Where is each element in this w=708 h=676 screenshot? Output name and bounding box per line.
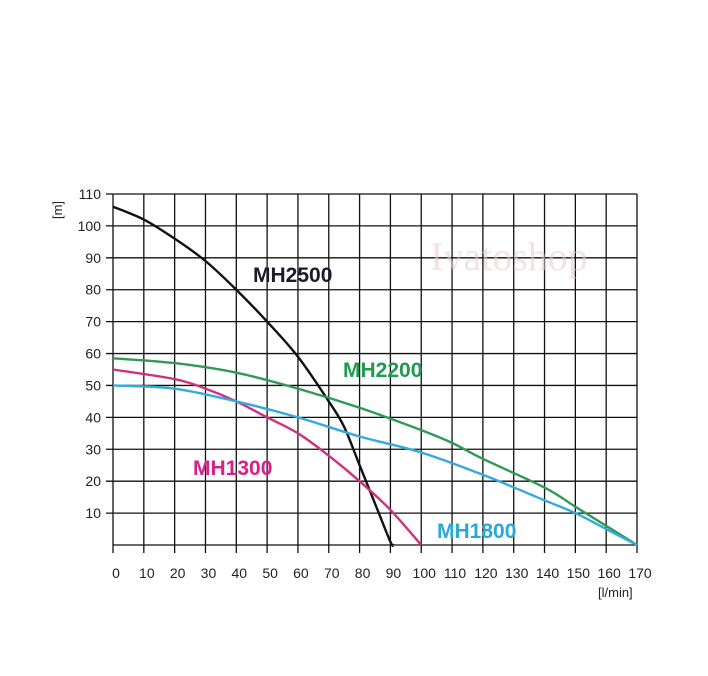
y-tick-label: 20 xyxy=(85,473,101,489)
x-tick-label: 110 xyxy=(444,565,467,581)
series-line-mh2200 xyxy=(112,357,638,547)
tick-labels: 0 10 20 30 40 50 60 70 80 90 100 110 120 130 140 150 160… xyxy=(78,186,652,581)
y-tick-label: 40 xyxy=(85,409,101,425)
series-labels: MH2500 MH2200 MH1300 MH1800 xyxy=(193,264,516,543)
series-line-mh2500 xyxy=(112,205,395,547)
series-line-mh1300 xyxy=(112,368,423,546)
series-label-mh1300: MH1300 xyxy=(193,457,272,480)
y-tick-label: 60 xyxy=(85,346,101,362)
y-tick-label: 10 xyxy=(85,505,101,521)
x-tick-label: 70 xyxy=(324,565,340,581)
x-tick-label: 80 xyxy=(355,565,371,581)
x-tick-label: 10 xyxy=(139,565,155,581)
x-tick-label: 150 xyxy=(567,565,591,581)
grid xyxy=(106,193,638,553)
curves xyxy=(112,205,638,547)
x-tick-label: 90 xyxy=(386,565,402,581)
x-tick-label: 60 xyxy=(293,565,309,581)
x-tick-label: 50 xyxy=(262,565,278,581)
series-label-mh2500: MH2500 xyxy=(253,264,332,287)
x-tick-label: 160 xyxy=(597,565,621,581)
x-tick-label: 120 xyxy=(474,565,498,581)
series-label-mh1800: MH1800 xyxy=(437,520,516,543)
x-tick-label: 100 xyxy=(413,565,437,581)
y-tick-label: 100 xyxy=(78,218,102,234)
y-tick-label: 70 xyxy=(85,314,101,330)
y-tick-label: 90 xyxy=(85,250,101,266)
y-axis-label: [m] xyxy=(50,201,65,219)
x-tick-label: 140 xyxy=(536,565,560,581)
x-tick-label: 40 xyxy=(232,565,248,581)
y-tick-label: 50 xyxy=(85,377,101,393)
x-tick-label: 0 xyxy=(112,565,120,581)
x-tick-label: 130 xyxy=(505,565,529,581)
watermark: Ivatoshop xyxy=(430,234,588,279)
x-tick-label: 170 xyxy=(628,565,652,581)
series-label-mh2200: MH2200 xyxy=(343,359,422,382)
y-tick-label: 80 xyxy=(85,282,101,298)
x-axis-label: [l/min] xyxy=(598,585,633,600)
series-line-mh1800 xyxy=(112,384,638,547)
x-tick-label: 20 xyxy=(170,565,186,581)
y-tick-label: 30 xyxy=(85,441,101,457)
y-tick-label: 110 xyxy=(79,186,102,202)
x-tick-label: 30 xyxy=(201,565,217,581)
